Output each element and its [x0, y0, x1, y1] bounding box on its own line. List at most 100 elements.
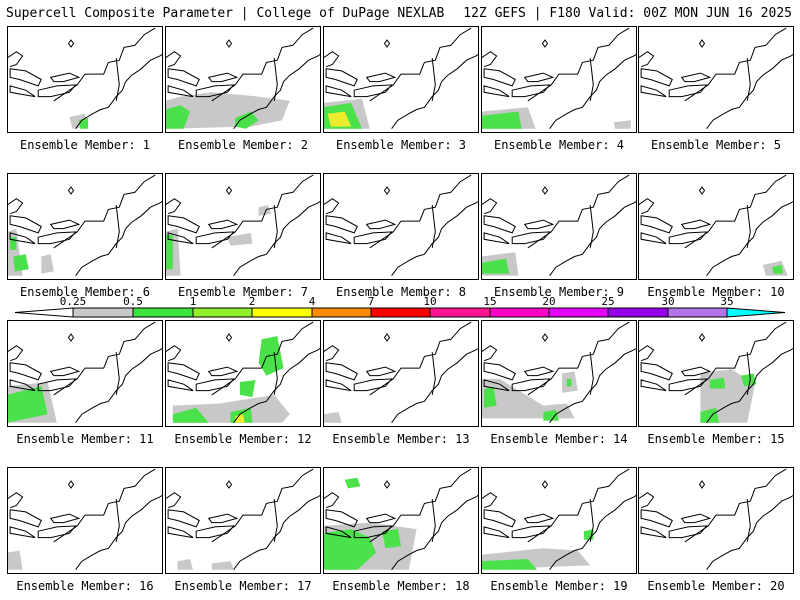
great-lake-outline — [511, 378, 551, 392]
ensemble-member-label: Ensemble Member: 1 — [19, 138, 151, 152]
ensemble-panel: Ensemble Member: 12 — [165, 320, 321, 446]
hudson-bay-outline — [165, 345, 182, 362]
great-lake-outline — [483, 85, 510, 98]
map-outline — [165, 321, 321, 423]
ensemble-panel: Ensemble Member: 16 — [7, 467, 163, 593]
great-lake-outline — [640, 509, 673, 528]
state-border — [115, 205, 120, 248]
scp-shade-green — [323, 529, 376, 570]
map-outline — [638, 27, 794, 129]
shading-layer — [323, 477, 417, 570]
great-lake-outline — [483, 215, 516, 234]
scp-shade-green — [172, 407, 209, 423]
color-scale-bar: 0.25 0.5 1 2 4 7 10 15 20 25 30 35 — [0, 294, 800, 320]
state-border — [115, 499, 120, 542]
ensemble-member-label: Ensemble Member: 7 — [177, 285, 309, 299]
panel-frame — [165, 320, 321, 427]
diamond-marker — [541, 39, 549, 48]
ensemble-panel: Ensemble Member: 18 — [323, 467, 479, 593]
international-border — [369, 174, 472, 249]
great-lake-outline — [640, 379, 667, 392]
great-lake-outline — [353, 84, 393, 98]
panel-frame — [481, 26, 637, 133]
diamond-marker — [67, 333, 75, 342]
panel-frame — [165, 467, 321, 574]
ensemble-member-label: Ensemble Member: 15 — [647, 432, 785, 446]
shading-layer — [7, 382, 57, 423]
scp-shade-gray — [177, 559, 194, 570]
great-lake-outline — [207, 219, 239, 230]
coastline — [706, 200, 794, 276]
panel-map — [638, 467, 794, 574]
international-border — [527, 468, 630, 543]
panel-map — [481, 26, 637, 133]
ensemble-panel: Ensemble Member: 5 — [638, 26, 794, 152]
great-lake-outline — [195, 378, 235, 392]
great-lake-outline — [640, 362, 673, 381]
state-border — [746, 499, 751, 542]
great-lake-outline — [325, 85, 352, 98]
scale-tick-label: 30 — [661, 295, 674, 308]
scp-shade-gray — [613, 120, 631, 129]
hudson-bay-outline — [165, 51, 182, 68]
diamond-marker — [67, 39, 75, 48]
hudson-bay-outline — [638, 345, 655, 362]
great-lake-outline — [680, 72, 712, 83]
scale-color-bin — [726, 307, 786, 318]
great-lake-outline — [195, 525, 235, 539]
ensemble-panel: Ensemble Member: 13 — [323, 320, 479, 446]
shading-layer — [481, 529, 594, 570]
state-border — [589, 58, 594, 101]
panel-map — [323, 26, 479, 133]
great-lake-outline — [680, 219, 712, 230]
panel-frame — [481, 173, 637, 280]
scale-color-bin — [192, 307, 253, 318]
coastline — [391, 53, 479, 129]
great-lake-outline — [207, 366, 239, 377]
ensemble-member-label: Ensemble Member: 2 — [177, 138, 309, 152]
panel-map — [481, 467, 637, 574]
state-border — [746, 205, 751, 248]
map-outline — [165, 174, 321, 276]
shading-layer — [7, 228, 54, 276]
great-lake-outline — [207, 513, 239, 524]
map-outline — [481, 174, 637, 276]
shading-layer — [165, 205, 272, 276]
international-border — [53, 321, 156, 396]
great-lake-outline — [483, 68, 516, 87]
great-lake-outline — [9, 509, 42, 528]
scale-color-bin — [489, 307, 550, 318]
map-outline — [638, 321, 794, 423]
scp-shade-green — [700, 407, 720, 423]
international-border — [369, 321, 472, 396]
scale-color-bin — [370, 307, 431, 318]
scp-shade-green — [481, 111, 522, 129]
great-lake-outline — [37, 84, 77, 98]
great-lake-outline — [167, 215, 200, 234]
panel-frame — [323, 320, 479, 427]
international-border — [53, 174, 156, 249]
shading-layer — [172, 336, 290, 423]
great-lake-outline — [523, 72, 555, 83]
scp-shade-gray — [7, 550, 23, 570]
ensemble-member-label: Ensemble Member: 19 — [490, 579, 628, 593]
panel-map — [638, 320, 794, 427]
great-lake-outline — [167, 85, 194, 98]
international-border — [684, 468, 787, 543]
ensemble-member-label: Ensemble Member: 9 — [493, 285, 625, 299]
great-lake-outline — [365, 72, 397, 83]
ensemble-panel: Ensemble Member: 4 — [481, 26, 637, 152]
diamond-marker — [383, 480, 391, 489]
coastline — [75, 494, 163, 570]
great-lake-outline — [680, 513, 712, 524]
map-outline — [481, 27, 637, 129]
scp-shade-gray — [323, 412, 342, 423]
scp-shade-green — [481, 559, 538, 570]
diamond-marker — [698, 333, 706, 342]
scp-shade-green — [382, 529, 401, 549]
great-lake-outline — [511, 525, 551, 539]
panel-map — [323, 320, 479, 427]
ensemble-member-label: Ensemble Member: 8 — [335, 285, 467, 299]
panel-frame — [165, 26, 321, 133]
ensemble-member-label: Ensemble Member: 3 — [335, 138, 467, 152]
